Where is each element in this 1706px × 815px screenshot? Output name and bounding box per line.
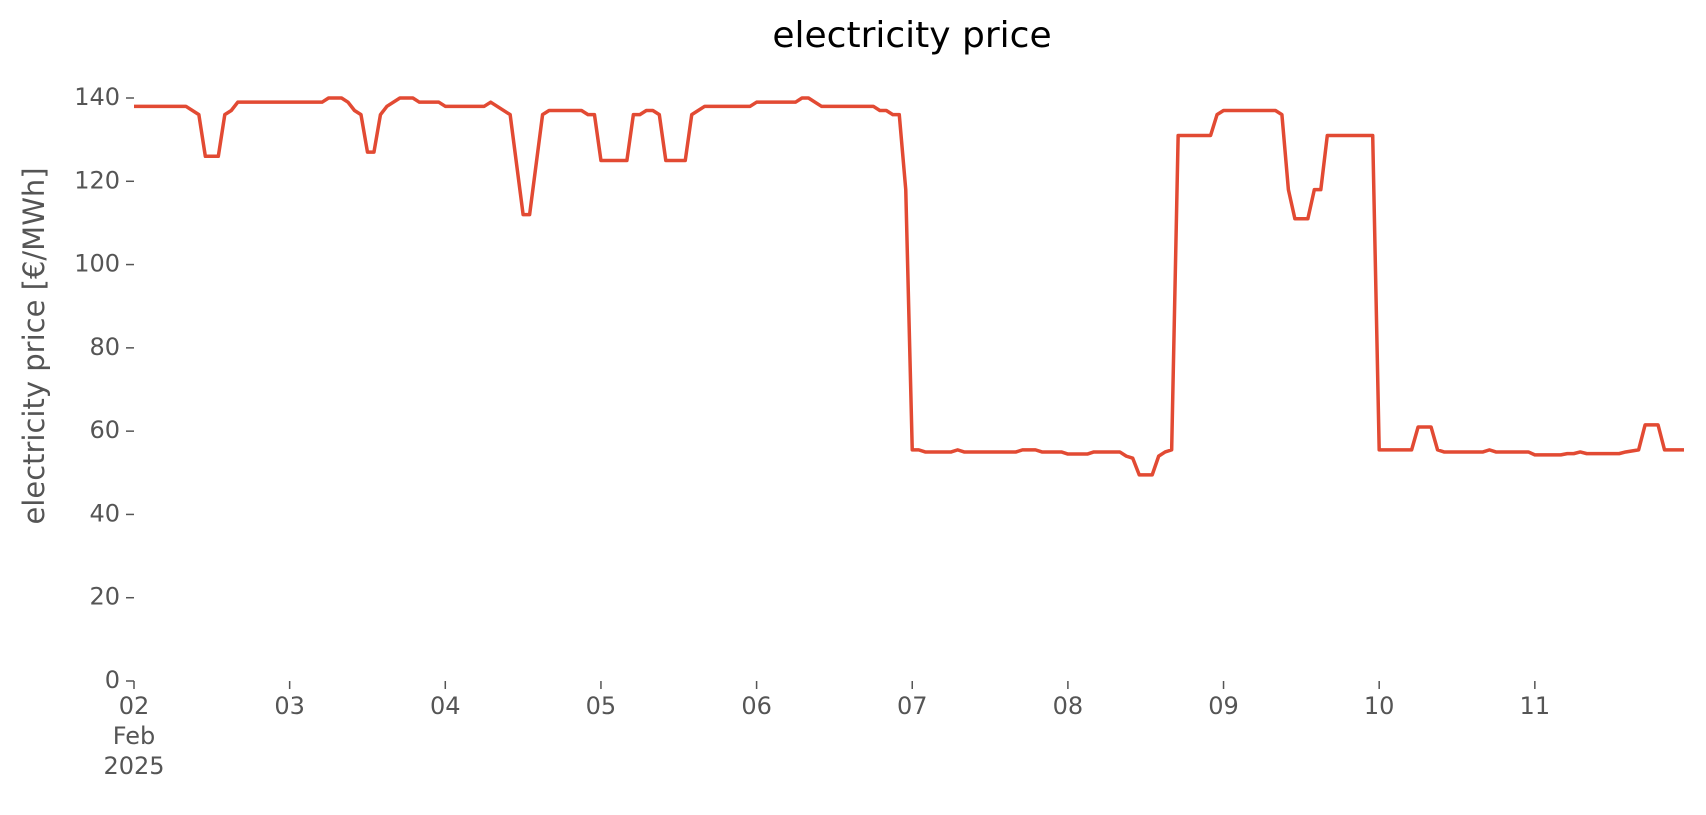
y-tick-label: 0 [105,666,120,694]
x-tick-label: 09 [1208,692,1239,720]
y-tick-label: 20 [89,583,120,611]
y-tick-label: 80 [89,333,120,361]
y-tick-label: 60 [89,416,120,444]
y-tick-label: 120 [74,166,120,194]
y-axis-label: electricity price [€/MWh] [17,167,51,524]
x-tick-label: 10 [1363,692,1395,720]
price-line [134,96,1684,477]
x-tick-label: 08 [1052,692,1084,720]
x-tick-label: 05 [585,692,617,720]
chart-title: electricity price [772,15,1051,56]
x-tick-label: 07 [896,692,928,720]
y-tick-label: 40 [89,499,120,527]
x-tick-label: 04 [430,692,461,720]
y-tick-label: 140 [74,83,120,111]
x-tick-label: 03 [274,692,305,720]
x-tick-label: 02 Feb 2025 [103,692,165,780]
x-tick-label: 11 [1519,692,1551,720]
x-tick-label: 06 [741,692,772,720]
y-tick-label: 100 [74,250,120,278]
